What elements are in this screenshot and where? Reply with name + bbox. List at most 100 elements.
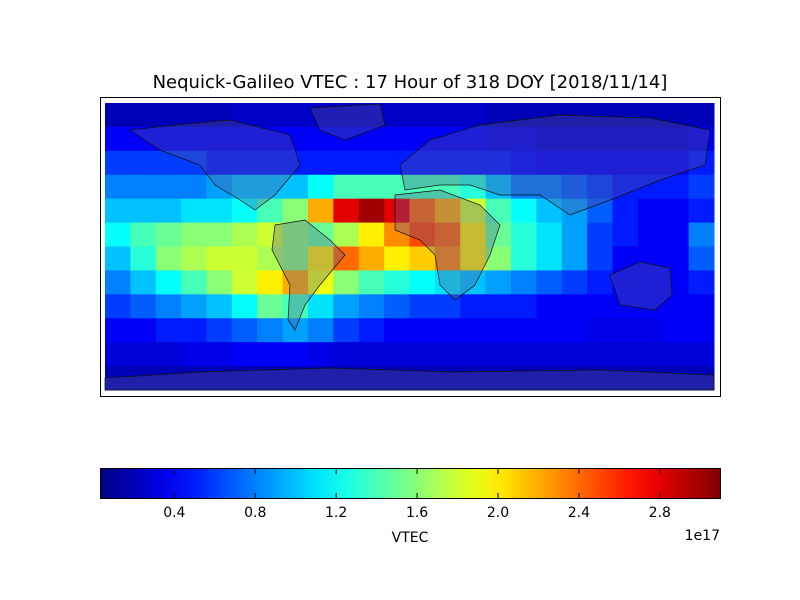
cell [485, 366, 512, 391]
cell [561, 126, 588, 152]
cell [333, 198, 360, 224]
cell [587, 342, 613, 367]
cell [384, 198, 410, 224]
cell [384, 246, 410, 271]
cell [688, 103, 715, 128]
colorbar-tick-label: 2.4 [568, 505, 590, 521]
cell [282, 318, 309, 343]
cell [536, 318, 563, 343]
cell [688, 246, 715, 271]
cell [460, 174, 487, 200]
cell [130, 270, 157, 295]
cell [511, 294, 537, 319]
cell [688, 222, 715, 247]
cell [536, 366, 563, 391]
cell [231, 222, 258, 247]
cell [181, 318, 207, 343]
cell [257, 126, 284, 152]
cell [434, 222, 461, 247]
cell [282, 222, 309, 247]
cell [485, 318, 512, 343]
cell [434, 103, 461, 128]
cell [155, 174, 182, 200]
cell [257, 174, 284, 200]
cell [282, 246, 309, 271]
cell [536, 150, 563, 176]
cell [155, 150, 182, 176]
cell [358, 103, 385, 128]
cell [206, 150, 233, 176]
cell [358, 294, 385, 319]
cell [637, 222, 664, 247]
cell [105, 270, 131, 295]
cell [460, 270, 487, 295]
cell [663, 222, 690, 247]
cell [511, 103, 537, 128]
cell [637, 366, 664, 391]
cell [434, 246, 461, 271]
cell [333, 174, 360, 200]
eurasia [399, 114, 711, 216]
cell [663, 342, 690, 367]
cell [181, 126, 207, 152]
cell [333, 246, 360, 271]
colorbar-tick-label: 2.0 [487, 505, 509, 521]
colorbar-tick-label: 1.2 [325, 505, 347, 521]
cell [460, 150, 487, 176]
cell [105, 246, 131, 271]
colorbar-tick-label: 0.8 [244, 505, 266, 521]
cell [358, 318, 385, 343]
cell [206, 270, 233, 295]
cell [536, 270, 563, 295]
cell [409, 103, 436, 128]
cell [587, 103, 613, 128]
cell [434, 150, 461, 176]
cell [663, 294, 690, 319]
cell [231, 174, 258, 200]
cell [308, 270, 334, 295]
cell [231, 246, 258, 271]
cell [688, 150, 715, 176]
cell [561, 198, 588, 224]
cell [282, 150, 309, 176]
cell [536, 246, 563, 271]
cell [384, 126, 410, 152]
cell [688, 294, 715, 319]
colorbar-label: VTEC [392, 530, 429, 546]
cell [663, 318, 690, 343]
cell [688, 318, 715, 343]
cell [485, 342, 512, 367]
cell [155, 198, 182, 224]
cell [308, 198, 334, 224]
cell [688, 174, 715, 200]
cell [181, 342, 207, 367]
cell [612, 126, 639, 152]
cell [637, 318, 664, 343]
cell [206, 366, 233, 391]
cell [637, 150, 664, 176]
cell [308, 174, 334, 200]
cell [612, 318, 639, 343]
cell [333, 270, 360, 295]
cell [485, 246, 512, 271]
cell [409, 342, 436, 367]
cell [231, 318, 258, 343]
cell [409, 294, 436, 319]
cell [434, 342, 461, 367]
cell [637, 342, 664, 367]
cell [409, 126, 436, 152]
cell [612, 222, 639, 247]
cell [282, 270, 309, 295]
cell [181, 222, 207, 247]
cell [384, 222, 410, 247]
cell [511, 366, 537, 391]
cell [612, 246, 639, 271]
cell [333, 366, 360, 391]
cell [105, 342, 131, 367]
cell [511, 246, 537, 271]
cell [587, 150, 613, 176]
cell [485, 103, 512, 128]
cell [130, 222, 157, 247]
cell [409, 270, 436, 295]
cell [358, 366, 385, 391]
